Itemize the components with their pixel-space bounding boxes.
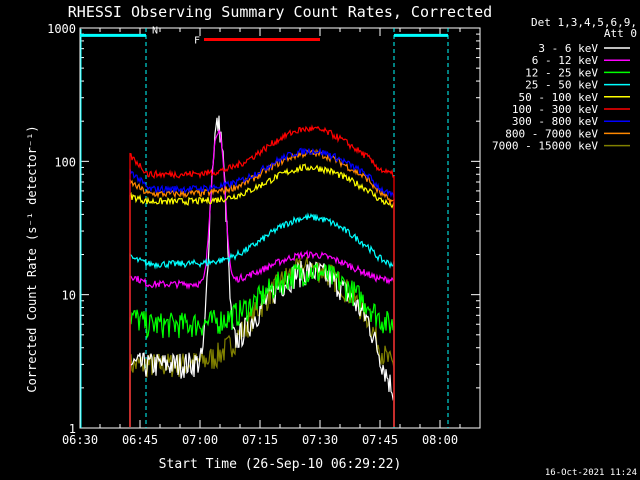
footer-date: 16-Oct-2021 11:24 xyxy=(545,468,637,478)
legend-label: 3 - 6 keV xyxy=(538,42,598,55)
legend-label: 25 - 50 keV xyxy=(525,79,598,92)
y-tick-label: 1 xyxy=(69,422,76,436)
y-axis-label: Corrected Count Rate (s⁻¹ detector⁻¹) xyxy=(25,125,39,392)
series-line xyxy=(129,147,395,427)
chart-title: RHESSI Observing Summary Count Rates, Co… xyxy=(68,3,492,21)
legend-label: 7000 - 15000 keV xyxy=(492,140,598,153)
x-tick-label: 06:45 xyxy=(122,433,158,447)
x-axis-label: Start Time (26-Sep-10 06:29:22) xyxy=(159,457,402,472)
series-line xyxy=(129,148,395,427)
legend-label: 800 - 7000 keV xyxy=(505,127,598,140)
series-line xyxy=(129,163,395,427)
x-tick-label: 07:30 xyxy=(302,433,338,447)
legend-label: 50 - 100 keV xyxy=(519,91,599,104)
x-tick-label: 08:00 xyxy=(422,433,458,447)
night-label: N xyxy=(152,25,158,36)
plot-area: 06:30 06:45 07:00 07:15 07:30 07:45 08:00 1 10 10… xyxy=(47,22,481,447)
x-tick-label: 07:15 xyxy=(242,433,278,447)
y-tick-label: 10 xyxy=(62,289,76,303)
flare-label: F xyxy=(194,35,200,46)
legend-label: 300 - 800 keV xyxy=(512,115,598,128)
y-tick-label: 100 xyxy=(54,155,76,169)
legend-label: 6 - 12 keV xyxy=(532,54,599,67)
x-tick-label: 07:45 xyxy=(362,433,398,447)
y-tick-label: 1000 xyxy=(47,22,76,36)
x-tick-label: 06:30 xyxy=(62,433,98,447)
series-line xyxy=(129,124,395,427)
series-line xyxy=(129,128,395,427)
legend-header-line: Att 0 xyxy=(604,27,637,40)
series-line xyxy=(129,262,395,427)
legend-label: 12 - 25 keV xyxy=(525,66,598,79)
legend-label: 100 - 300 keV xyxy=(512,103,598,116)
x-tick-label: 07:00 xyxy=(182,433,218,447)
legend-header-line: Det 1,3,4,5,6,9, xyxy=(531,16,637,29)
series-line xyxy=(129,212,395,427)
